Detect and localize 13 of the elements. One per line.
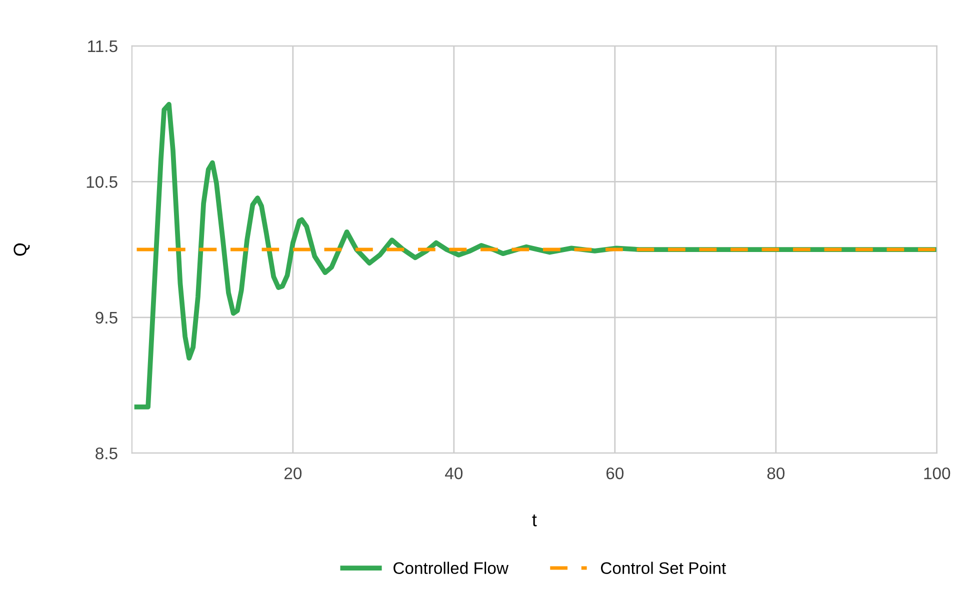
y-tick-label: 11.5 [88, 40, 118, 52]
y-tick-label: 8.5 [96, 448, 118, 460]
y-tick-label: 10.5 [86, 176, 118, 188]
x-tick-label: 60 [606, 467, 624, 480]
x-axis-title: t [532, 514, 537, 526]
x-tick-label: 40 [445, 467, 463, 480]
x-tick-label: 20 [284, 467, 302, 480]
x-tick-label: 100 [924, 467, 950, 480]
y-tick-label: 9.5 [96, 312, 118, 324]
y-axis-title: Q [14, 243, 30, 256]
legend-label: Control Set Point [600, 562, 726, 574]
x-tick-label: 80 [767, 467, 785, 480]
legend-label: Controlled Flow [394, 562, 509, 574]
